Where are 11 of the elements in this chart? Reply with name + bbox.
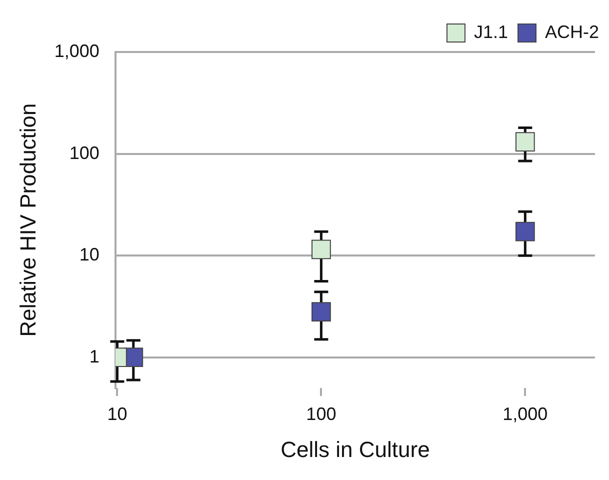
y-tick-label: 1	[89, 346, 100, 366]
x-axis-title: Cells in Culture	[280, 436, 430, 462]
x-tick-label: 10	[107, 404, 128, 424]
legend-label: J1.1	[474, 22, 508, 42]
y-tick-label: 10	[79, 244, 100, 265]
y-tick-label: 100	[69, 142, 100, 163]
x-tick-label: 1,000	[502, 404, 548, 424]
y-tick-label: 1,000	[54, 40, 100, 61]
legend-label: ACH-2	[544, 22, 600, 42]
x-tick-label: 100	[306, 404, 336, 424]
y-axis-title: Relative HIV Production	[15, 103, 40, 337]
